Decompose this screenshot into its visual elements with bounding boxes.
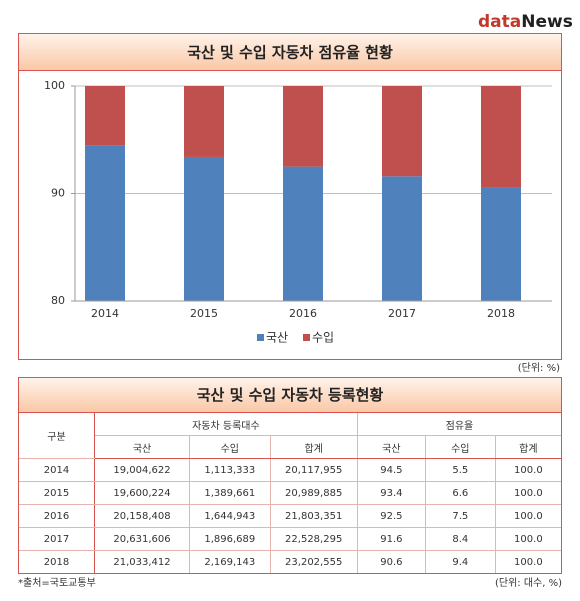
table-cell: 94.5 bbox=[356, 458, 426, 482]
table-cell: 100.0 bbox=[494, 527, 561, 551]
table-cell: 합계 bbox=[269, 435, 358, 459]
logo: dataNews bbox=[478, 12, 573, 32]
table-row: 2016 20,158,408 1,644,943 21,803,351 92.5 7.5… bbox=[19, 504, 561, 528]
table-cell: 8.4 bbox=[424, 527, 496, 551]
bar-segment bbox=[481, 187, 521, 301]
table-cell: 1,896,689 bbox=[189, 527, 271, 551]
table-cell: 23,202,555 bbox=[269, 550, 358, 573]
logo-data: data bbox=[478, 12, 521, 32]
table-cell: 국산 bbox=[356, 435, 426, 459]
table-row: 구분 자동차 등록대수 점유율 bbox=[19, 413, 561, 459]
table-cell: 1,644,943 bbox=[189, 504, 271, 528]
bar-segment bbox=[283, 166, 323, 301]
table-row: 2015 19,600,224 1,389,661 20,989,885 93.4 6.6… bbox=[19, 481, 561, 505]
y-tick-label: 80 bbox=[51, 294, 65, 307]
table-cell: 5.5 bbox=[424, 458, 496, 482]
table-cell: 21,033,412 bbox=[93, 550, 191, 573]
legend-swatch bbox=[303, 334, 310, 341]
table-cell: 2016 bbox=[19, 504, 95, 528]
table-cell: 1,389,661 bbox=[189, 481, 271, 505]
table-cell: 수입 bbox=[424, 435, 496, 459]
table-cell: 19,600,224 bbox=[93, 481, 191, 505]
table-title: 국산 및 수입 자동차 등록현황 bbox=[19, 378, 561, 413]
table-cell: 2017 bbox=[19, 527, 95, 551]
title-box bbox=[19, 34, 561, 70]
chart-unit: (단위: %) bbox=[518, 361, 560, 374]
table-cell: 9.4 bbox=[424, 550, 496, 573]
y-tick-label: 90 bbox=[51, 187, 65, 200]
table-cell: 22,528,295 bbox=[269, 527, 358, 551]
table-cell: 구분 bbox=[19, 413, 95, 459]
logo-news: News bbox=[521, 12, 573, 32]
table-cell: 합계 bbox=[494, 435, 561, 459]
table-cell: 수입 bbox=[189, 435, 271, 459]
legend-swatch bbox=[257, 334, 264, 341]
y-tick-label: 100 bbox=[44, 79, 65, 92]
x-tick-label: 2017 bbox=[388, 307, 416, 320]
bar-segment bbox=[85, 86, 125, 146]
table-cell: 20,989,885 bbox=[269, 481, 358, 505]
x-tick-label: 2015 bbox=[190, 307, 218, 320]
table-cell: 20,117,955 bbox=[269, 458, 358, 482]
table-cell: 국산 bbox=[94, 435, 191, 459]
table-cell: 93.4 bbox=[356, 481, 426, 505]
bar-segment bbox=[382, 86, 422, 177]
table-row: 국산 수입 합계 국산 수입 합계 bbox=[19, 435, 561, 459]
legend-label: 수입 bbox=[312, 331, 334, 345]
bar-segment bbox=[184, 156, 224, 301]
table-cell: 2015 bbox=[19, 481, 95, 505]
table-cell: 7.5 bbox=[424, 504, 496, 528]
legend-label: 국산 bbox=[266, 331, 288, 345]
table-cell: 20,631,606 bbox=[93, 527, 191, 551]
table-cell: 2018 bbox=[19, 550, 95, 573]
table-cell: 21,803,351 bbox=[269, 504, 358, 528]
table-cell: 20,158,408 bbox=[93, 504, 191, 528]
table-cell: 92.5 bbox=[356, 504, 426, 528]
table-cell: 자동차 등록대수 bbox=[93, 413, 358, 436]
table-row: 2018 21,033,412 2,169,143 23,202,555 90.6 9.4… bbox=[19, 550, 561, 573]
table: 구분 자동차 등록대수 점유율 국산 수입 합계 국산 수입 합계 2014 19,004,622 1… bbox=[19, 413, 561, 573]
table-cell: 100.0 bbox=[494, 458, 561, 482]
table-cell: 100.0 bbox=[494, 481, 561, 505]
table-row: 2017 20,631,606 1,896,689 22,528,295 91.6 8.4… bbox=[19, 527, 561, 551]
bar-segment bbox=[85, 145, 125, 301]
table-cell: 100.0 bbox=[494, 504, 561, 528]
table-cell: 2,169,143 bbox=[189, 550, 271, 573]
table-cell: 91.6 bbox=[356, 527, 426, 551]
bar-segment bbox=[184, 86, 224, 157]
table-panel: 국산 및 수입 자동차 등록현황 구분 자동차 등록대수 점유율 국산 수입 합계 국산 수입… bbox=[18, 377, 562, 574]
x-tick-label: 2018 bbox=[487, 307, 515, 320]
chart-title: 국산 및 수입 자동차 점유율 현황 bbox=[187, 44, 393, 62]
bar-segment bbox=[481, 86, 521, 188]
table-cell: 2014 bbox=[19, 458, 95, 482]
x-tick-label: 2014 bbox=[91, 307, 119, 320]
bar-segment bbox=[283, 86, 323, 167]
bar-segment bbox=[382, 176, 422, 301]
table-unit: (단위: 대수, %) bbox=[494, 578, 562, 589]
table-cell: 1,113,333 bbox=[189, 458, 271, 482]
table-cell: 6.6 bbox=[424, 481, 496, 505]
table-cell: 100.0 bbox=[494, 550, 561, 573]
table-cell: 90.6 bbox=[356, 550, 426, 573]
source: *출처=국토교통부 bbox=[18, 578, 96, 589]
table-row: 2014 19,004,622 1,113,333 20,117,955 94.5 5.5… bbox=[19, 458, 561, 482]
table-cell: 19,004,622 bbox=[93, 458, 191, 482]
x-tick-label: 2016 bbox=[289, 307, 317, 320]
table-cell: 점유율 bbox=[356, 413, 561, 436]
